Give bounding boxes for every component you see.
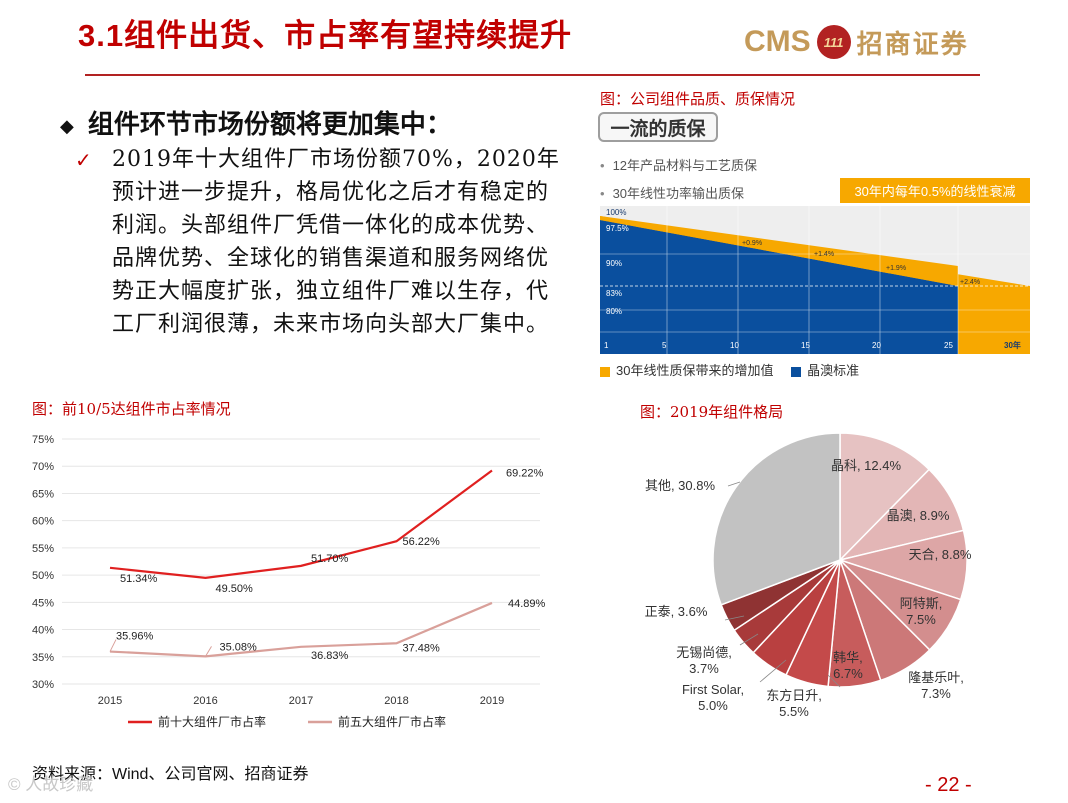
y-tick-label: 50% bbox=[32, 570, 54, 582]
data-label: 51.70% bbox=[311, 553, 349, 565]
warranty-ylabel-80: 80% bbox=[606, 307, 622, 316]
data-label: 35.08% bbox=[220, 641, 258, 653]
legend-standard-label: 晶澳标准 bbox=[807, 363, 860, 378]
module-share-pie-chart bbox=[712, 432, 968, 688]
y-tick-label: 45% bbox=[32, 597, 54, 609]
warranty-area-wedge bbox=[600, 216, 958, 286]
warranty-gain-label: +0.9% bbox=[742, 240, 762, 247]
warranty-gain-label: +1.9% bbox=[886, 265, 906, 272]
y-tick-label: 60% bbox=[32, 516, 54, 528]
warranty-ylabel-975: 97.5% bbox=[606, 224, 629, 233]
pie-leader-line bbox=[759, 659, 787, 683]
data-label: 56.22% bbox=[403, 536, 441, 548]
header-divider bbox=[85, 74, 980, 76]
warranty-ylabel-100: 100% bbox=[606, 208, 626, 217]
quality-row-power-text: 30年线性功率输出质保 bbox=[612, 186, 745, 201]
warranty-xlabel: 25 bbox=[944, 341, 953, 350]
warranty-ylabel-83: 83% bbox=[606, 289, 622, 298]
market-share-line-chart: 30% 35% 40% 45% 50% 55% 60% 65% 70% 75% 2015 2016 20… bbox=[32, 434, 546, 729]
quality-row-materials-text: 12年产品材料与工艺质保 bbox=[612, 158, 758, 173]
x-tick-label: 2017 bbox=[289, 695, 313, 707]
warranty-gain-label: +2.4% bbox=[960, 279, 980, 286]
watermark: © 人故珍藏 bbox=[8, 775, 94, 794]
warranty-chart: 100% 97.5% 90% 83% 80% 1 5 10 15 20 25 3… bbox=[600, 206, 1030, 354]
page-number: - 22 - bbox=[925, 774, 972, 796]
data-label: 35.96% bbox=[116, 631, 154, 643]
logo-cms-text: CMS bbox=[744, 25, 811, 58]
pie-slice bbox=[839, 432, 931, 562]
warranty-area-standard bbox=[600, 220, 958, 354]
warranty-xlabel: 15 bbox=[801, 341, 810, 350]
y-tick-label: 35% bbox=[32, 652, 54, 664]
data-label: 36.83% bbox=[311, 650, 349, 662]
y-tick-label: 75% bbox=[32, 434, 54, 446]
warranty-xlabel: 10 bbox=[730, 341, 739, 350]
data-label: 49.50% bbox=[216, 583, 254, 595]
x-tick-label: 2015 bbox=[98, 695, 122, 707]
quality-title: 一流的质保 bbox=[598, 112, 718, 142]
pie-slice-label: 正泰, 3.6% bbox=[644, 604, 708, 619]
label-leader bbox=[109, 639, 117, 652]
data-label: 37.48% bbox=[403, 642, 441, 654]
series-line-top10 bbox=[109, 469, 493, 579]
pie-slice bbox=[712, 432, 841, 606]
legend-added-label: 30年线性质保带来的增加值 bbox=[616, 363, 774, 378]
page-title: 3.1组件出货、市占率有望持续提升 bbox=[78, 18, 573, 53]
legend-swatch-added bbox=[600, 366, 610, 377]
x-tick-label: 2016 bbox=[193, 695, 217, 707]
x-tick-label: 2019 bbox=[480, 695, 504, 707]
bullet-paragraph: 2019年十大组件厂市场份额70%，2020年预计进一步提升，格局优化之后才有稳… bbox=[112, 147, 560, 337]
y-tick-label: 55% bbox=[32, 543, 54, 555]
diamond-bullet-icon: ◆ bbox=[60, 115, 74, 137]
quality-row-materials: • 12年产品材料与工艺质保 bbox=[600, 155, 757, 174]
y-tick-label: 70% bbox=[32, 461, 54, 473]
warranty-xlabel: 5 bbox=[662, 341, 667, 350]
warranty-gain-label: +1.4% bbox=[814, 251, 834, 258]
data-label: 44.89% bbox=[508, 598, 546, 610]
y-tick-label: 65% bbox=[32, 488, 54, 500]
data-label: 69.22% bbox=[506, 467, 544, 479]
bullet-dot-icon: • bbox=[600, 158, 605, 173]
warranty-grid bbox=[600, 206, 1030, 354]
degradation-tag: 30年内每年0.5%的线性衰减 bbox=[840, 178, 1030, 203]
warranty-xlabel: 1 bbox=[604, 341, 609, 350]
label-leader bbox=[205, 646, 212, 657]
warranty-ylabel-90: 90% bbox=[606, 259, 622, 268]
data-label: 51.34% bbox=[120, 573, 158, 585]
pie-chart-caption: 图：2019年组件格局 bbox=[640, 403, 784, 421]
source-note: 资料来源：Wind、公司官网、招商证券 bbox=[32, 766, 309, 783]
pie-leader-line bbox=[827, 674, 841, 688]
checkmark-icon: ✓ bbox=[75, 150, 92, 172]
pie-leader-line bbox=[724, 615, 745, 621]
quality-caption: 图：公司组件品质、质保情况 bbox=[600, 90, 796, 108]
series-line-top5 bbox=[109, 601, 493, 658]
warranty-xlabel: 20 bbox=[872, 341, 881, 350]
bullet-heading-text: 组件环节市场份额将更加集中： bbox=[87, 110, 452, 140]
bullet-heading: ◆ 组件环节市场份额将更加集中： bbox=[60, 104, 452, 141]
line-chart-caption: 图：前10/5达组件市占率情况 bbox=[32, 400, 231, 418]
warranty-xlabel: 30年 bbox=[1004, 340, 1021, 350]
logo-company-name: 招商证券 bbox=[856, 29, 969, 60]
legend-swatch-standard bbox=[791, 366, 802, 377]
pie-leader-line bbox=[727, 481, 741, 487]
pie-leader-line bbox=[739, 633, 759, 646]
x-tick-label: 2018 bbox=[384, 695, 408, 707]
y-tick-label: 40% bbox=[32, 625, 54, 637]
warranty-legend: 30年线性质保带来的增加值 晶澳标准 bbox=[600, 360, 859, 379]
y-tick-label: 30% bbox=[32, 679, 54, 691]
company-logo: CMS 111 招商证券 bbox=[744, 22, 969, 62]
quality-row-power: • 30年线性功率输出质保 bbox=[600, 183, 744, 202]
bullet-dot-icon: • bbox=[600, 186, 605, 201]
logo-badge-icon: 111 bbox=[816, 25, 851, 59]
legend-label: 前十大组件厂市占率 bbox=[158, 714, 266, 729]
legend-label: 前五大组件厂市占率 bbox=[338, 714, 446, 729]
